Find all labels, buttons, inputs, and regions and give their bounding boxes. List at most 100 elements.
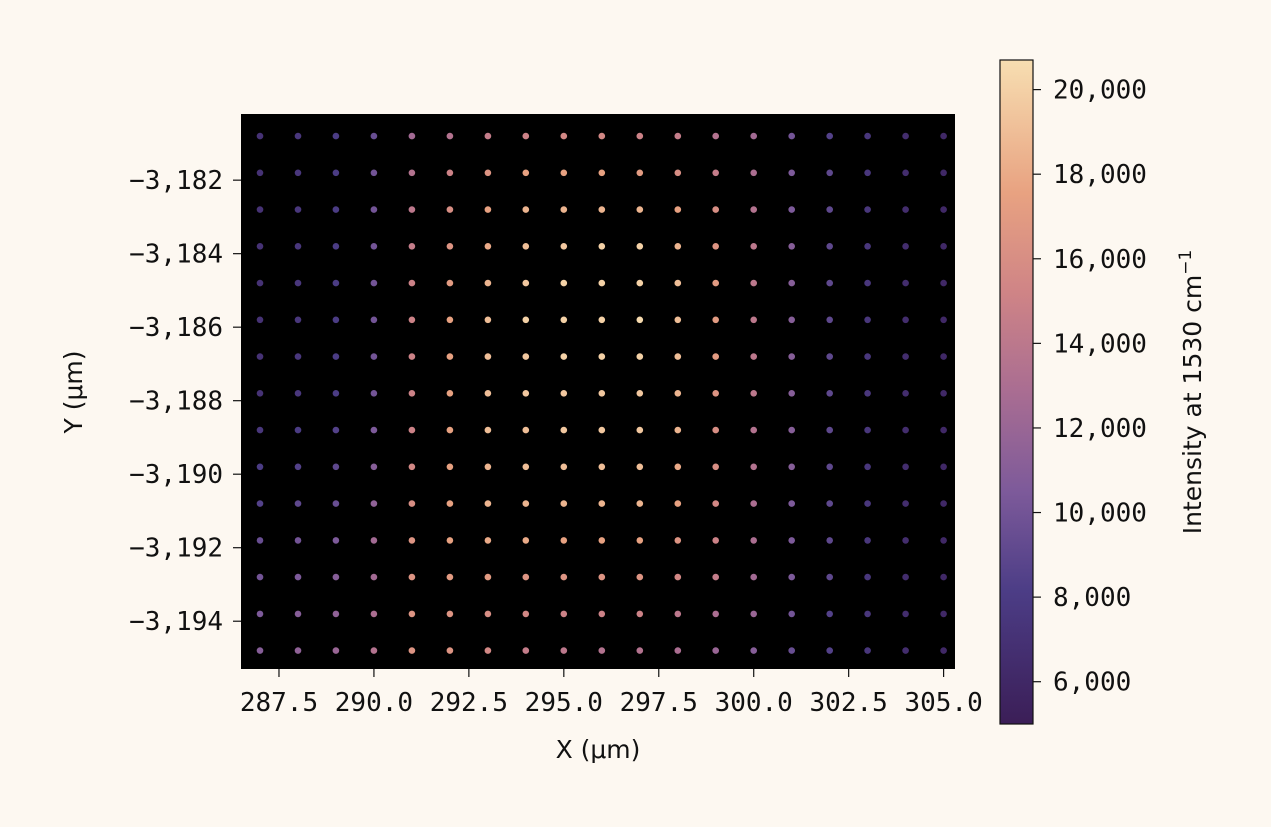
data-point [446,279,454,287]
data-point [560,243,568,250]
data-point [370,316,378,324]
data-point [484,390,492,397]
data-point [446,647,454,654]
data-point [864,390,871,397]
data-point [408,353,416,360]
data-point [636,573,644,581]
data-point [788,353,795,360]
data-point [408,206,416,213]
data-point [902,243,909,250]
data-point [902,206,909,213]
data-point [750,500,757,507]
data-point [940,316,947,324]
data-point [522,537,530,544]
colorbar-tick-label: 14,000 [1053,329,1147,359]
data-point [370,463,378,471]
data-point [370,279,378,287]
data-point [294,132,302,140]
colorbar-tick-label: 18,000 [1053,160,1147,190]
data-point [446,573,454,581]
data-point [788,500,795,507]
y-tick-label: −3,186 [129,313,223,343]
data-point [560,573,568,581]
data-point [484,279,492,287]
data-point [940,537,947,544]
data-point [370,573,378,581]
data-point [674,647,682,654]
data-point [712,353,719,360]
x-tick-label: 292.5 [430,688,508,718]
data-point [674,426,682,434]
data-point [408,610,416,618]
data-point [674,390,682,397]
data-point [408,279,416,287]
x-tick-label: 290.0 [335,688,413,718]
data-point [256,426,264,434]
x-tick-label: 295.0 [525,688,603,718]
data-point [484,647,492,654]
data-point [522,647,530,654]
data-point [712,537,719,544]
y-axis: −3,182 −3,184 −3,186 −3,188 −3,190 −3,192 −3,1… [129,166,241,637]
data-point [750,390,757,397]
data-point [712,279,719,287]
data-point [484,169,492,177]
data-point [902,279,909,287]
data-point [940,426,947,434]
data-point [484,353,492,360]
data-point [332,463,340,471]
data-point [294,169,302,177]
data-point [712,243,719,250]
data-point [446,610,454,618]
data-point [598,316,606,324]
data-point [788,537,795,544]
data-point [826,353,833,360]
data-point [294,463,302,471]
colorbar-tick-label: 10,000 [1053,499,1147,529]
data-point [788,610,795,618]
data-point [902,132,909,140]
y-tick-label: −3,188 [129,387,223,417]
data-point [788,169,795,177]
data-point [294,647,302,654]
data-point [560,500,568,507]
data-point [522,243,530,250]
data-point [598,500,606,507]
y-tick-label: −3,184 [129,240,223,270]
data-point [294,610,302,618]
data-point [446,206,454,213]
data-point [560,353,568,360]
data-point [522,573,530,581]
data-point [636,426,644,434]
data-point [864,316,871,324]
data-point [560,610,568,618]
data-point [256,500,264,507]
data-point [864,537,871,544]
data-point [332,353,340,360]
data-point [826,132,833,140]
x-tick-label: 287.5 [240,688,318,718]
data-point [712,573,719,581]
data-point [370,206,378,213]
data-point [560,426,568,434]
data-point [408,647,416,654]
data-point [370,132,378,140]
data-point [484,316,492,324]
data-point [598,353,606,360]
data-point [598,610,606,618]
colorbar [999,59,1034,725]
data-point [788,316,795,324]
data-point [370,390,378,397]
data-point [408,243,416,250]
data-point [750,279,757,287]
data-point [256,243,264,250]
data-point [940,647,947,654]
data-point [826,647,833,654]
data-point [864,426,871,434]
data-point [636,206,644,213]
data-point [636,243,644,250]
data-point [864,463,871,471]
data-point [750,316,757,324]
data-point [484,426,492,434]
data-point [864,500,871,507]
